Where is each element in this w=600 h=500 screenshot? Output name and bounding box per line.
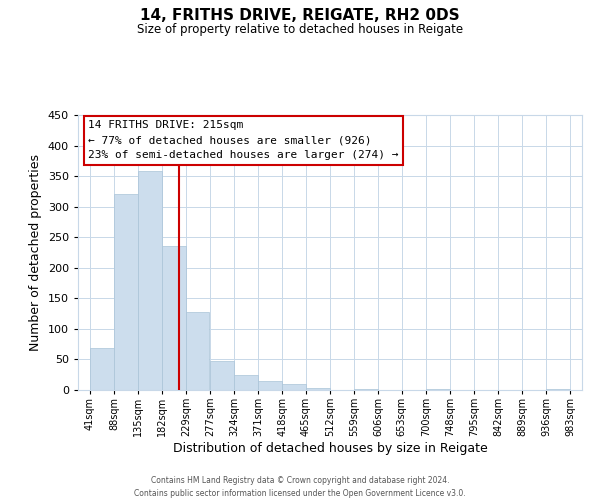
Y-axis label: Number of detached properties: Number of detached properties — [29, 154, 42, 351]
Bar — [162, 246, 185, 390]
Bar — [114, 194, 137, 390]
Bar — [307, 388, 330, 390]
Bar — [235, 374, 258, 390]
Text: 14 FRITHS DRIVE: 215sqm
← 77% of detached houses are smaller (926)
23% of semi-d: 14 FRITHS DRIVE: 215sqm ← 77% of detache… — [88, 120, 398, 160]
Text: Size of property relative to detached houses in Reigate: Size of property relative to detached ho… — [137, 22, 463, 36]
Bar — [354, 389, 377, 390]
Bar — [283, 384, 306, 390]
Text: 14, FRITHS DRIVE, REIGATE, RH2 0DS: 14, FRITHS DRIVE, REIGATE, RH2 0DS — [140, 8, 460, 22]
Bar — [138, 171, 161, 390]
Bar — [90, 348, 113, 390]
X-axis label: Distribution of detached houses by size in Reigate: Distribution of detached houses by size … — [173, 442, 487, 455]
Bar — [211, 360, 234, 390]
Bar — [259, 381, 282, 390]
Bar — [186, 312, 209, 390]
Text: Contains HM Land Registry data © Crown copyright and database right 2024.
Contai: Contains HM Land Registry data © Crown c… — [134, 476, 466, 498]
